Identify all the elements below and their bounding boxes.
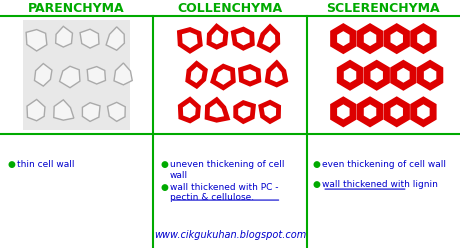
Polygon shape [27,99,45,121]
Polygon shape [340,64,360,87]
FancyBboxPatch shape [23,20,130,130]
Polygon shape [360,100,380,124]
Text: even thickening of cell wall: even thickening of cell wall [322,160,446,169]
Polygon shape [259,27,278,50]
Polygon shape [233,29,252,48]
Polygon shape [394,64,413,87]
Text: thin cell wall: thin cell wall [18,160,75,169]
Text: SCLERENCHYMA: SCLERENCHYMA [327,2,440,15]
Text: ●: ● [160,160,168,169]
Polygon shape [54,100,74,120]
Polygon shape [114,63,132,85]
Text: PARENCHYMA: PARENCHYMA [28,2,125,15]
Polygon shape [60,66,80,88]
Polygon shape [35,63,52,86]
Text: wall thickened with PC -
pectin & cellulose.: wall thickened with PC - pectin & cellul… [170,183,278,202]
Polygon shape [207,100,227,120]
Polygon shape [420,64,440,87]
Polygon shape [26,30,47,51]
Polygon shape [334,27,353,50]
Text: ●: ● [160,183,168,192]
Polygon shape [360,27,380,50]
Polygon shape [55,26,73,47]
Polygon shape [180,99,198,121]
Polygon shape [209,26,226,47]
Polygon shape [261,102,279,121]
Polygon shape [334,100,353,124]
Text: wall thickened with lignin: wall thickened with lignin [322,180,438,189]
Text: uneven thickening of cell
wall: uneven thickening of cell wall [170,160,284,180]
Text: ●: ● [312,180,320,189]
Polygon shape [108,102,125,121]
Polygon shape [80,29,99,48]
Polygon shape [188,63,205,86]
Text: ●: ● [312,160,320,169]
Polygon shape [414,27,433,50]
Text: www.cikgukuhan.blogspot.com: www.cikgukuhan.blogspot.com [154,230,306,240]
Polygon shape [82,103,100,122]
Text: COLLENCHYMA: COLLENCHYMA [177,2,283,15]
Polygon shape [106,27,124,50]
Polygon shape [414,100,433,124]
Polygon shape [387,27,406,50]
Polygon shape [213,66,233,88]
Polygon shape [180,30,200,51]
Polygon shape [241,66,259,84]
Polygon shape [267,63,286,85]
Polygon shape [387,100,406,124]
Polygon shape [236,103,254,122]
Text: ●: ● [8,160,16,169]
Polygon shape [87,66,105,84]
Polygon shape [367,64,386,87]
